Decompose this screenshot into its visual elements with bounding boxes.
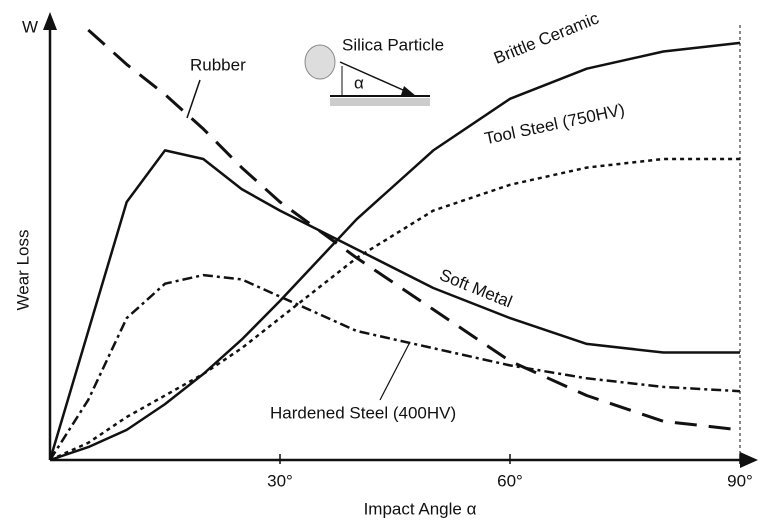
series-line xyxy=(87,28,741,432)
leader-line xyxy=(186,79,201,119)
annotation: Silica Particle xyxy=(342,35,444,54)
series-label: Brittle Ceramic xyxy=(491,8,602,68)
series-label: Tool Steel (750HV) xyxy=(483,100,627,148)
series-label: Hardened Steel (400HV) xyxy=(270,403,456,422)
series-label: Rubber xyxy=(190,55,246,74)
annotation: α xyxy=(354,73,364,92)
series-line xyxy=(49,157,740,462)
series-line xyxy=(48,273,741,461)
y-axis-arrow xyxy=(43,12,57,30)
x-axis-label: Impact Angle α xyxy=(364,499,477,518)
x-tick-label: 60° xyxy=(497,471,523,490)
x-axis-arrow xyxy=(740,452,758,468)
series-line xyxy=(48,149,740,461)
y-axis-label: Wear Loss xyxy=(13,230,32,311)
x-tick-label: 30° xyxy=(267,471,293,490)
leader-line xyxy=(379,341,411,401)
y-axis-symbol: W xyxy=(22,17,38,36)
series-line xyxy=(49,41,741,462)
particle-icon xyxy=(304,44,430,106)
x-tick-label: 90° xyxy=(727,471,753,490)
